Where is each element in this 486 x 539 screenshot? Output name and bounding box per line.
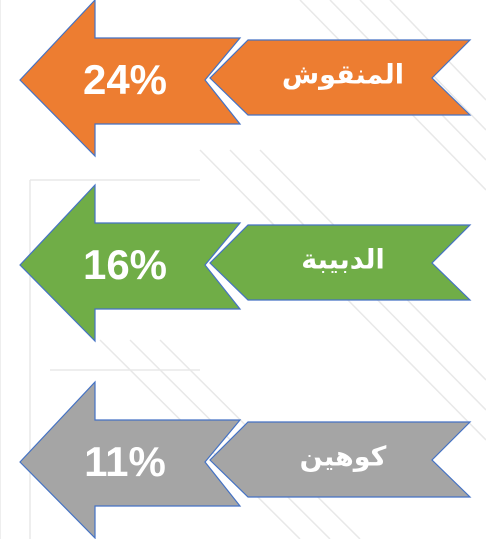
banner	[209, 224, 472, 301]
arrow	[19, 0, 242, 158]
banner	[209, 39, 472, 116]
arrow	[19, 183, 242, 343]
name-label: كوهين	[300, 442, 387, 473]
banner	[209, 421, 472, 498]
percentage: 11%	[84, 438, 166, 485]
arrow	[19, 380, 242, 539]
name-label: الدبيبة	[301, 245, 385, 276]
percentage: 24%	[83, 56, 167, 103]
name-label: المنقوش	[282, 60, 404, 91]
percentage: 16%	[83, 241, 167, 288]
